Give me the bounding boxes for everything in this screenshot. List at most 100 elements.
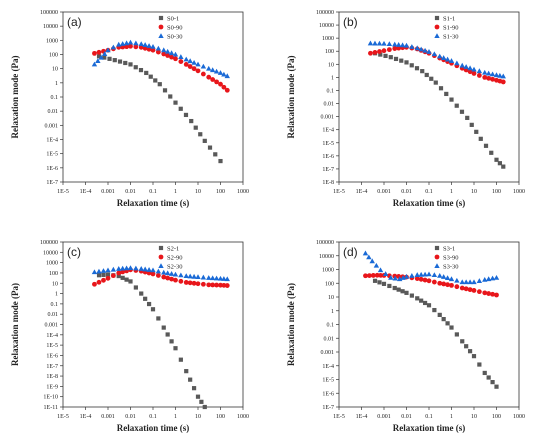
y-tick-label: 1 xyxy=(331,309,334,315)
data-point xyxy=(173,346,178,351)
data-point xyxy=(116,270,122,276)
data-point xyxy=(376,40,383,46)
legend-label: S1-90 xyxy=(443,24,459,31)
data-point xyxy=(213,275,220,281)
data-point xyxy=(117,59,123,64)
data-point xyxy=(392,46,398,51)
data-point xyxy=(195,68,201,74)
legend: S1-1 S1-90 S1-30 xyxy=(434,15,459,40)
data-point xyxy=(199,399,204,404)
y-tick-label: 0.001 xyxy=(45,323,59,329)
data-point xyxy=(393,56,399,62)
data-point xyxy=(490,76,495,82)
data-point xyxy=(187,273,193,279)
plot-frame xyxy=(62,11,244,183)
data-point xyxy=(497,161,502,166)
data-point xyxy=(107,56,112,61)
data-point xyxy=(206,275,212,280)
y-tick-label: 1E-5 xyxy=(46,152,58,158)
data-point xyxy=(486,375,491,380)
data-point xyxy=(96,268,102,274)
data-point xyxy=(178,106,183,111)
data-point xyxy=(493,274,500,280)
data-point xyxy=(489,275,496,281)
data-point xyxy=(224,283,230,288)
data-point xyxy=(101,272,106,277)
y-tick-label: 0.001 xyxy=(45,123,59,129)
panel-b: 1E-5 1E-4 0.001 0.01 0.1 1 10 100 1000 1E-8 1E-7 1E… xyxy=(286,10,525,208)
legend-marker xyxy=(434,24,440,30)
data-point xyxy=(396,287,401,292)
data-point xyxy=(169,339,174,344)
data-point xyxy=(178,54,184,59)
legend-label: S2-1 xyxy=(167,245,179,252)
data-point xyxy=(471,354,477,359)
data-point xyxy=(444,56,451,62)
data-point xyxy=(206,282,212,288)
legend-marker xyxy=(158,33,164,38)
data-point xyxy=(414,272,420,277)
data-point xyxy=(178,59,184,64)
data-point xyxy=(419,298,424,303)
data-point xyxy=(403,273,410,279)
data-point xyxy=(420,69,425,74)
data-point xyxy=(187,280,193,286)
data-point xyxy=(482,276,488,282)
data-point xyxy=(207,145,213,150)
data-point xyxy=(195,61,201,67)
data-point xyxy=(138,44,144,50)
x-tick-label: 0.001 xyxy=(377,189,391,195)
data-point xyxy=(471,66,477,72)
y-tick-label: 1E-5 xyxy=(46,343,58,349)
data-point xyxy=(386,41,393,47)
panel-label: (b) xyxy=(343,15,358,29)
legend-label: S0-1 xyxy=(167,15,179,22)
data-point xyxy=(422,300,428,306)
data-point xyxy=(454,284,460,290)
x-tick-label: 1000 xyxy=(513,414,525,420)
data-point xyxy=(116,273,121,279)
data-point xyxy=(110,266,117,272)
data-point xyxy=(432,307,437,313)
x-tick-label: 0.1 xyxy=(425,189,433,195)
data-point xyxy=(377,49,382,54)
y-tick-label: 0.001 xyxy=(321,115,335,121)
data-point xyxy=(437,53,443,59)
x-tick-label: 0.001 xyxy=(377,414,391,420)
data-point xyxy=(501,164,506,169)
data-point xyxy=(155,49,161,55)
data-point xyxy=(213,152,218,157)
data-point xyxy=(92,50,97,56)
data-point xyxy=(221,84,227,90)
data-point xyxy=(161,325,166,330)
data-point xyxy=(155,45,162,51)
y-tick-label: 1E-4 xyxy=(322,128,334,134)
y-tick-label: 1E-6 xyxy=(46,353,58,359)
series-S1-1 xyxy=(372,51,506,169)
data-point xyxy=(454,60,460,66)
legend-marker xyxy=(434,263,440,268)
y-axis-label: Relaxation mode (Pa) xyxy=(286,283,296,366)
data-point xyxy=(110,44,117,50)
data-point xyxy=(120,275,125,280)
data-point xyxy=(471,71,477,76)
data-point xyxy=(478,136,483,141)
x-tick-label: 0.001 xyxy=(101,189,115,195)
data-point xyxy=(146,267,152,272)
data-point xyxy=(366,254,372,260)
data-point xyxy=(101,51,108,56)
data-point xyxy=(183,280,189,285)
data-point xyxy=(482,74,488,80)
x-axis-label: Relaxation time (s) xyxy=(393,423,465,433)
data-point xyxy=(144,70,149,76)
y-tick-label: 100000 xyxy=(40,240,58,246)
data-point xyxy=(372,278,378,283)
data-point xyxy=(486,75,492,81)
y-tick-label: 100 xyxy=(325,281,334,287)
y-tick-label: 10 xyxy=(52,67,58,73)
data-point xyxy=(100,268,107,273)
legend-marker xyxy=(434,245,440,251)
data-point xyxy=(386,47,392,53)
x-tick-label: 1E-4 xyxy=(80,189,92,195)
data-point xyxy=(440,55,447,60)
